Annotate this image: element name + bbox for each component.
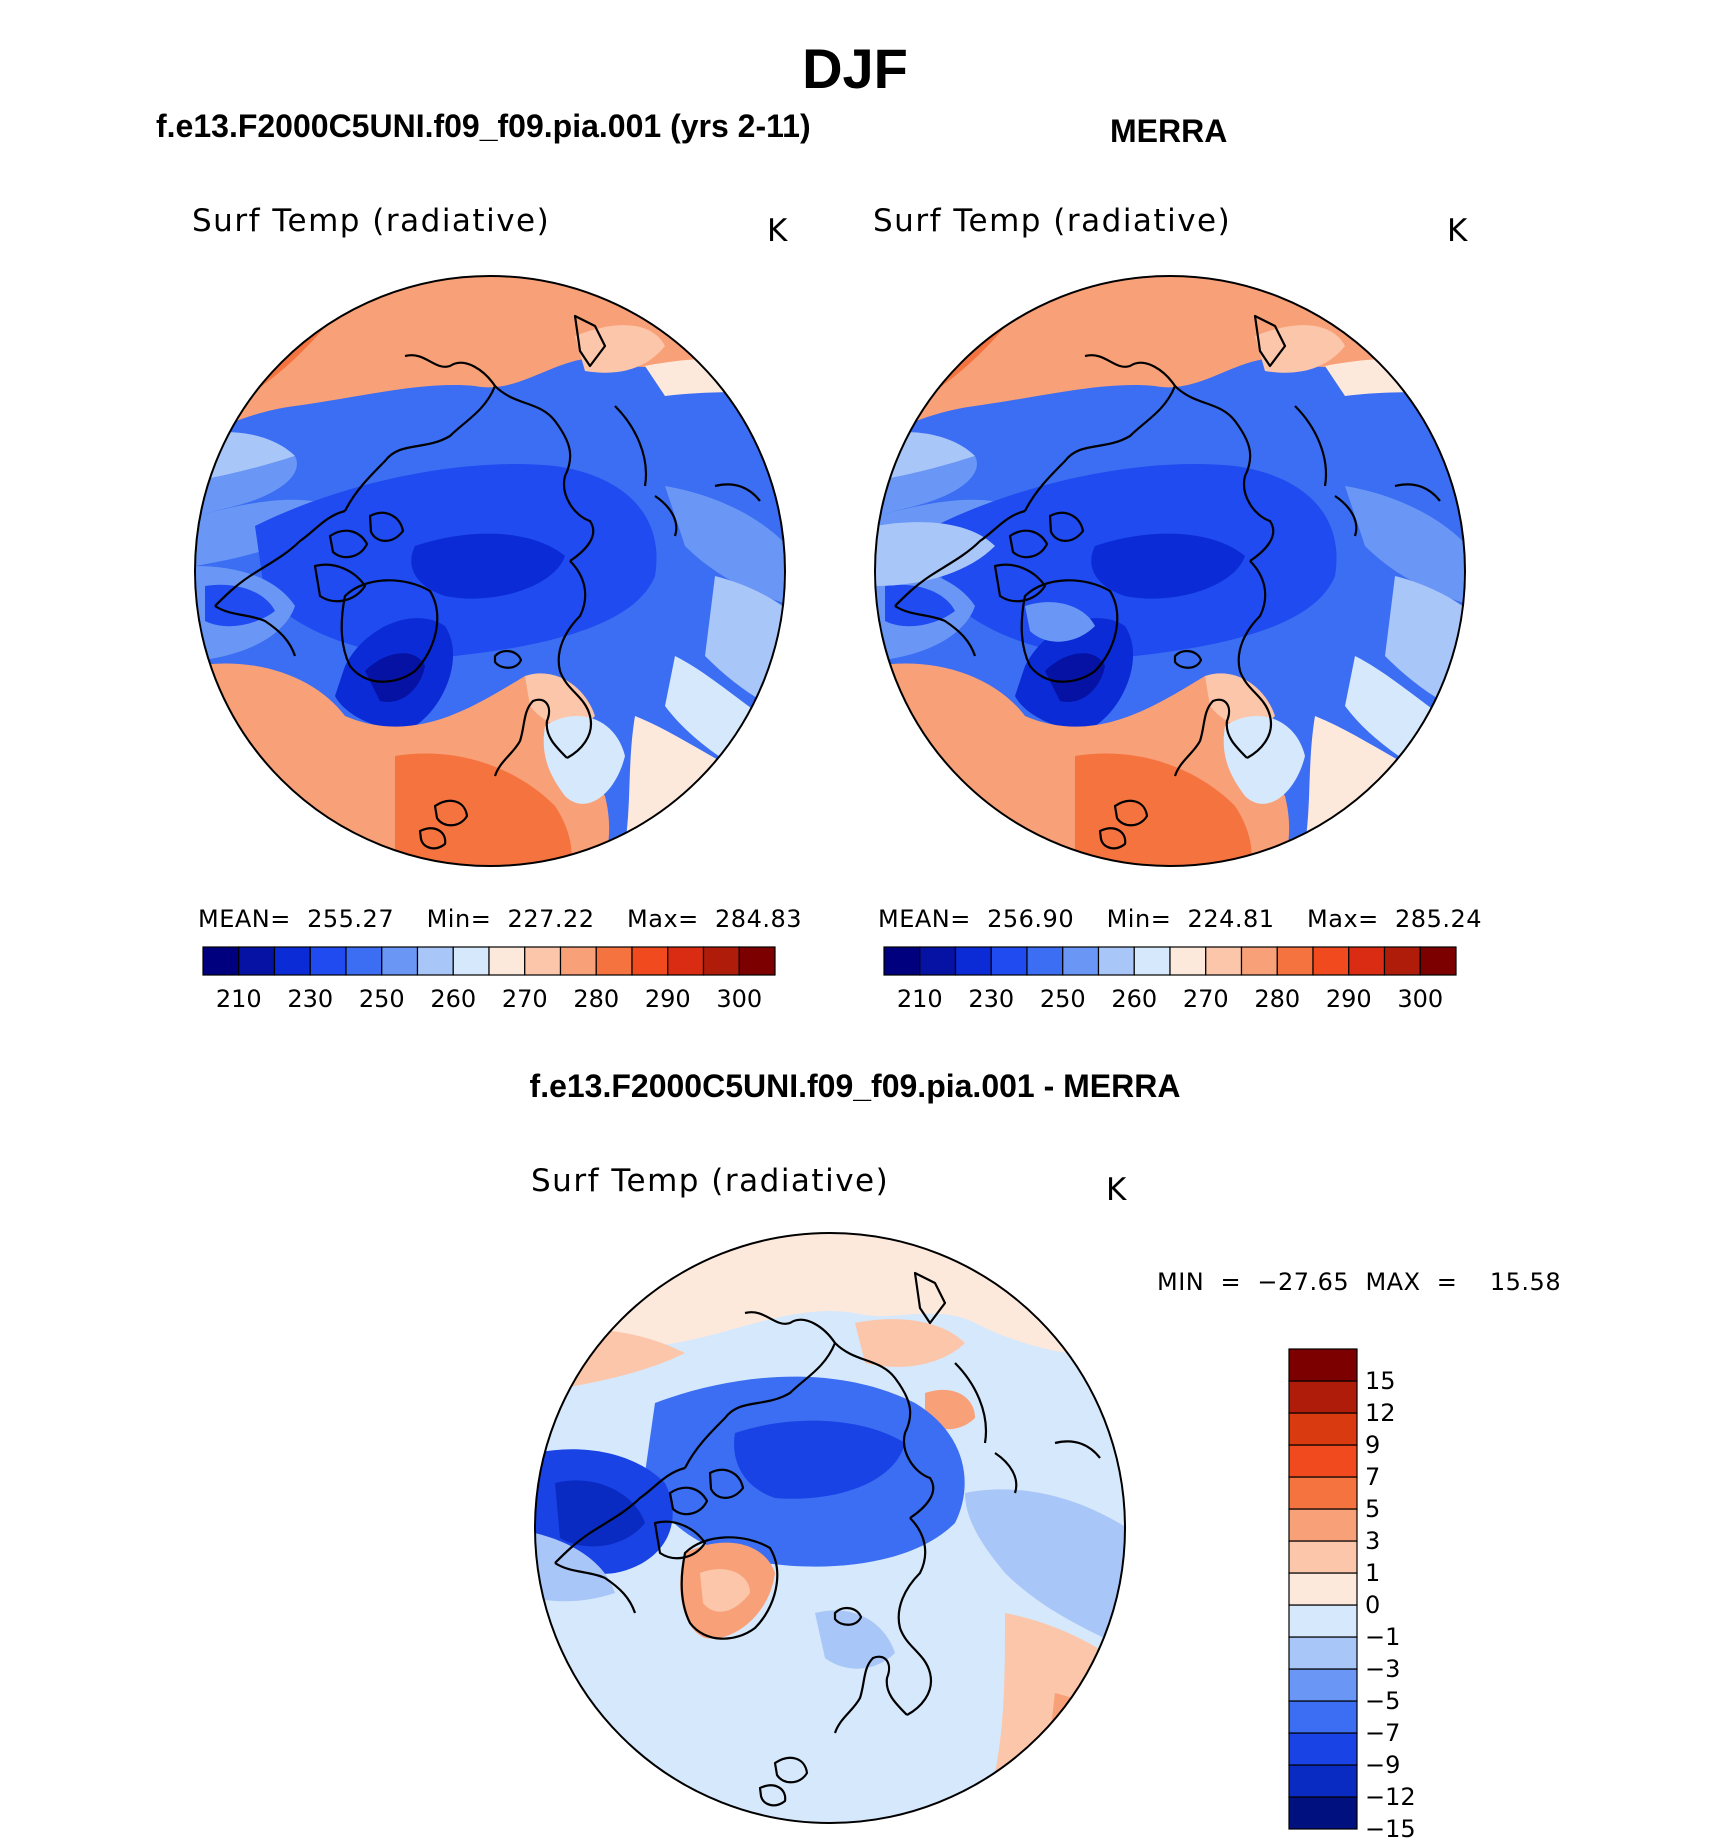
colorbar-left-swatch [238,946,276,976]
colorbar-diff-tick-label: 3 [1365,1527,1381,1555]
colorbar-left-tick-label: 270 [501,985,548,1013]
colorbar-right-tick-label: 250 [1039,985,1086,1013]
colorbar-diff-tick-label: 1 [1365,1559,1381,1587]
colorbar-left-swatch [559,946,597,976]
colorbar-right [883,946,1457,976]
colorbar-right-swatch [1383,946,1421,976]
colorbar-diff-swatch [1288,1668,1358,1702]
panel-right-stats: MEAN= 256.90 Min= 224.81 Max= 285.24 [878,905,1483,933]
colorbar-right-swatch [883,946,921,976]
panel-diff-map [534,1232,1126,1824]
colorbar-right-swatch [1097,946,1135,976]
panel-left-subtitle: f.e13.F2000C5UNI.f09_f09.pia.001 (yrs 2-… [156,108,811,144]
colorbar-diff-swatch [1288,1412,1358,1446]
colorbar-right-tick-label: 260 [1111,985,1158,1013]
colorbar-left-swatch [202,946,240,976]
colorbar-left-tick-label: 260 [430,985,477,1013]
colorbar-diff-tick-label: −12 [1365,1783,1416,1811]
colorbar-diff-swatch [1288,1540,1358,1574]
panel-diff-plot-title: Surf Temp (radiative) [531,1163,890,1199]
colorbar-diff-swatch [1288,1796,1358,1830]
panel-right-units: K [1447,213,1468,249]
colorbar-left-swatch [381,946,419,976]
colorbar-diff-tick-label: −1 [1365,1623,1401,1651]
colorbar-left-swatch [345,946,383,976]
colorbar-diff-swatch [1288,1764,1358,1798]
colorbar-right-tick-label: 230 [968,985,1015,1013]
colorbar-diff-tick-label: 15 [1365,1367,1396,1395]
main-title: DJF [802,37,908,100]
colorbar-right-tick-label: 210 [896,985,943,1013]
colorbar-diff-tick-label: −5 [1365,1687,1401,1715]
colorbar-diff-tick-label: −9 [1365,1751,1401,1779]
panel-left-stats: MEAN= 255.27 Min= 227.22 Max= 284.83 [198,905,803,933]
colorbar-diff-tick-label: −3 [1365,1655,1401,1683]
panel-left-plot-title: Surf Temp (radiative) [192,203,551,239]
colorbar-right-swatch [1240,946,1278,976]
colorbar-diff-swatch [1288,1604,1358,1638]
colorbar-left-swatch [631,946,669,976]
panel-left-map [194,275,786,867]
colorbar-diff-swatch [1288,1380,1358,1414]
panel-left-units: K [767,213,788,249]
colorbar-diff-swatch [1288,1508,1358,1542]
colorbar-left-swatch [273,946,311,976]
colorbar-right-swatch [1348,946,1386,976]
colorbar-right-swatch [1276,946,1314,976]
colorbar-left-swatch [452,946,490,976]
colorbar-right-swatch [1062,946,1100,976]
colorbar-diff-swatch [1288,1732,1358,1766]
colorbar-left [202,946,776,976]
colorbar-right-tick-label: 300 [1397,985,1444,1013]
colorbar-right-tick-label: 270 [1182,985,1229,1013]
panel-right-subtitle: MERRA [1110,113,1228,149]
colorbar-left-swatch [595,946,633,976]
colorbar-left-swatch [488,946,526,976]
colorbar-left-swatch [738,946,776,976]
colorbar-right-swatch [1419,946,1457,976]
panel-right-map [874,275,1466,867]
colorbar-right-swatch [1133,946,1171,976]
colorbar-diff-tick-label: −7 [1365,1719,1401,1747]
colorbar-diff-tick-label: 5 [1365,1495,1381,1523]
colorbar-left-swatch [309,946,347,976]
colorbar-diff-swatch [1288,1348,1358,1382]
colorbar-right-tick-label: 290 [1325,985,1372,1013]
colorbar-diff-tick-label: 7 [1365,1463,1381,1491]
colorbar-diff-swatch [1288,1572,1358,1606]
colorbar-left-tick-label: 210 [215,985,262,1013]
colorbar-left-swatch [524,946,562,976]
colorbar-right-swatch [1026,946,1064,976]
colorbar-diff-swatch [1288,1444,1358,1478]
diff-minmax: MIN = −27.65 MAX = 15.58 [1157,1268,1562,1296]
colorbar-diff-tick-label: −15 [1365,1815,1416,1843]
panel-diff-units: K [1106,1172,1127,1208]
colorbar-diff [1288,1348,1358,1830]
colorbar-left-swatch [416,946,454,976]
colorbar-right-swatch [954,946,992,976]
colorbar-right-swatch [919,946,957,976]
panel-diff-subtitle: f.e13.F2000C5UNI.f09_f09.pia.001 - MERRA [529,1068,1181,1104]
colorbar-left-swatch [702,946,740,976]
colorbar-right-swatch [1169,946,1207,976]
colorbar-right-tick-label: 280 [1254,985,1301,1013]
colorbar-diff-tick-label: 9 [1365,1431,1381,1459]
colorbar-right-swatch [1205,946,1243,976]
colorbar-diff-tick-label: 0 [1365,1591,1381,1619]
colorbar-left-swatch [667,946,705,976]
colorbar-left-tick-label: 250 [358,985,405,1013]
colorbar-diff-swatch [1288,1636,1358,1670]
colorbar-diff-swatch [1288,1476,1358,1510]
colorbar-diff-tick-label: 12 [1365,1399,1396,1427]
colorbar-diff-swatch [1288,1700,1358,1734]
colorbar-right-swatch [1312,946,1350,976]
colorbar-left-tick-label: 300 [716,985,763,1013]
colorbar-left-tick-label: 280 [573,985,620,1013]
colorbar-left-tick-label: 230 [287,985,334,1013]
panel-right-plot-title: Surf Temp (radiative) [873,203,1232,239]
colorbar-left-tick-label: 290 [644,985,691,1013]
colorbar-right-swatch [990,946,1028,976]
